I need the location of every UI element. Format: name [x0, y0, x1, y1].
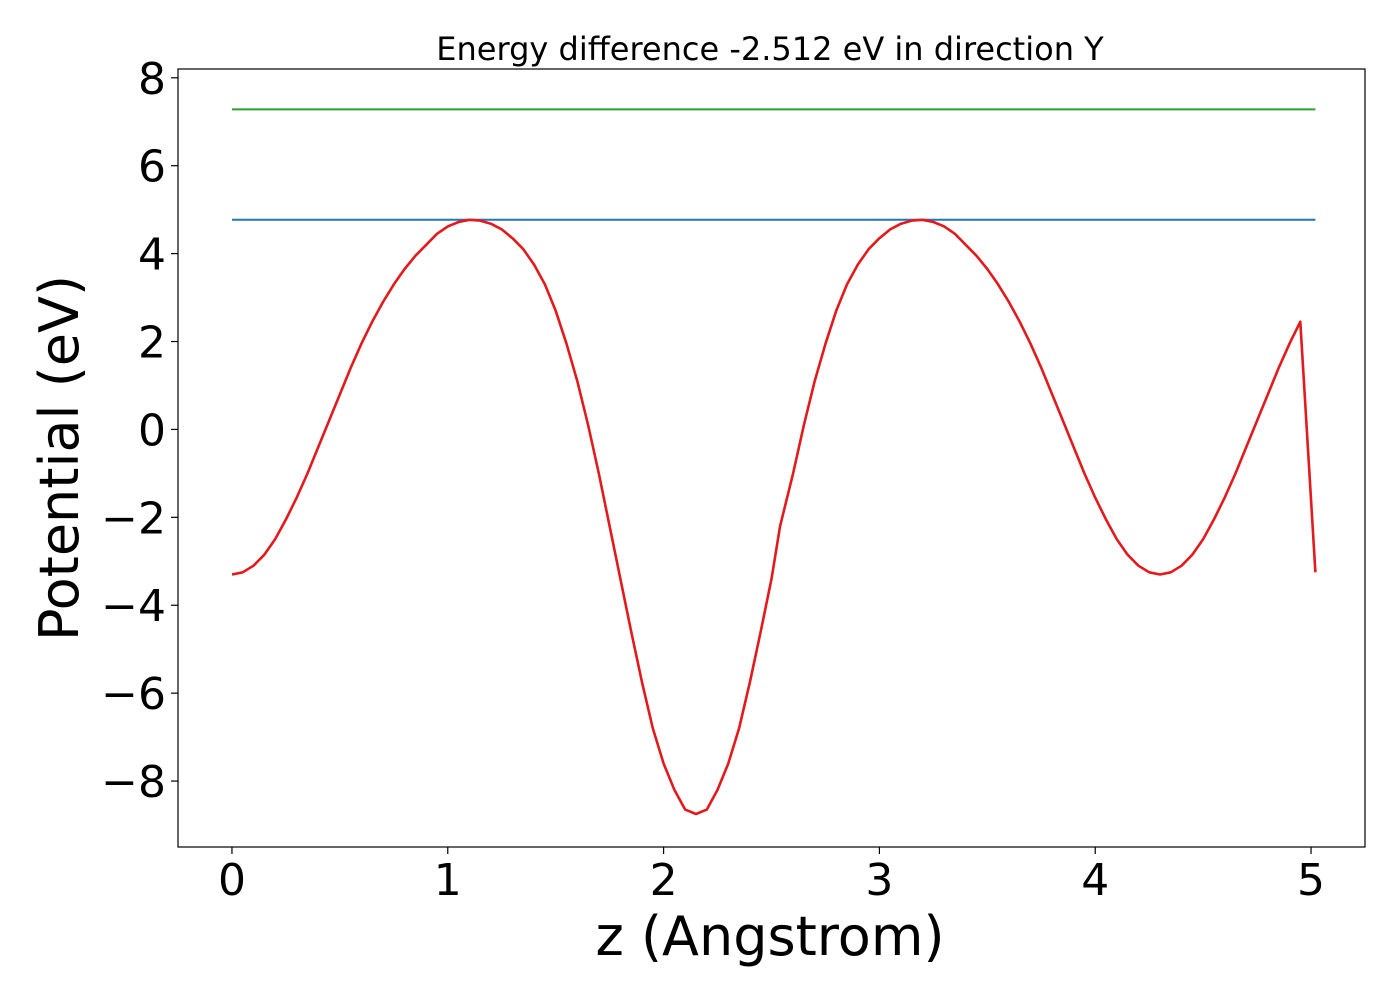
chart-title: Energy difference -2.512 eV in direction… [436, 30, 1104, 68]
plot-frame [177, 68, 1366, 848]
y-tick-label: −6 [101, 669, 166, 720]
x-axis-label: z (Angstrom) [595, 905, 944, 968]
x-tick-label: 4 [1081, 855, 1109, 906]
y-tick-label: −4 [101, 581, 166, 632]
y-axis-label: Potential (eV) [28, 275, 91, 641]
y-tick-label: −2 [101, 493, 166, 544]
y-tick-label: 6 [138, 142, 166, 193]
y-tick-label: 0 [138, 405, 166, 456]
y-tick-label: −8 [101, 757, 166, 808]
y-tick-label: 8 [138, 54, 166, 105]
y-tick-label: 2 [138, 318, 166, 369]
x-tick-label: 2 [650, 855, 678, 906]
x-tick-label: 5 [1297, 855, 1325, 906]
x-tick-label: 1 [434, 855, 462, 906]
x-tick-label: 3 [865, 855, 893, 906]
x-tick-label: 0 [218, 855, 246, 906]
series-line-3 [231, 218, 1317, 816]
y-tick-label: 4 [138, 230, 166, 281]
y-axis-ticks: −8 −6 −4 −2 0 2 4 6 8 [101, 54, 178, 808]
x-axis-ticks: 0 1 2 3 4 5 [218, 847, 1325, 906]
plot-lines [231, 108, 1317, 816]
